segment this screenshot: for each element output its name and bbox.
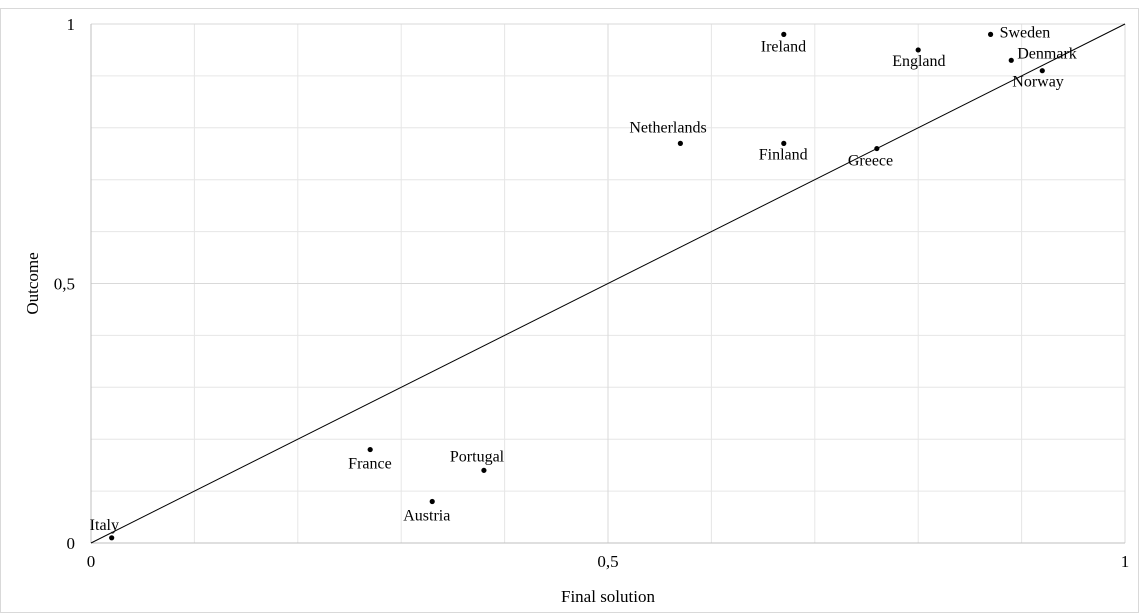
y-axis-label: Outcome: [23, 252, 42, 314]
data-point: [987, 31, 994, 37]
axes: [90, 24, 1125, 544]
data-point-label: Norway: [1012, 74, 1064, 91]
data-point: [481, 467, 487, 473]
x-axis-label: Final solution: [561, 587, 655, 606]
data-point: [109, 535, 115, 541]
x-tick-label: 0,5: [597, 552, 618, 571]
x-tick-label: 0: [87, 552, 96, 571]
data-points: Italy France Austria Portugal Netherlands Fin…: [90, 24, 1077, 541]
tick-labels: 0 0,5 1 0 0,5 1: [54, 15, 1130, 571]
data-point-label: Finland: [759, 146, 808, 163]
chart-frame: [0, 8, 1139, 613]
data-point: [915, 47, 921, 53]
data-point: [781, 31, 787, 37]
data-point: [429, 498, 435, 505]
data-point: [677, 140, 683, 146]
data-point: [874, 145, 880, 152]
data-point-label: Ireland: [761, 38, 806, 55]
data-point: [1039, 68, 1045, 74]
data-point-label: France: [348, 456, 392, 473]
grid: [91, 23, 1126, 543]
y-tick-label: 0: [67, 534, 76, 553]
data-point-label: Denmark: [1017, 45, 1077, 62]
data-point: [1008, 57, 1014, 63]
y-tick-label: 0,5: [54, 275, 75, 294]
data-point-label: Portugal: [450, 448, 505, 465]
data-point-label: Netherlands: [629, 119, 706, 136]
x-tick-label: 1: [1121, 552, 1130, 571]
data-point-label: Sweden: [1000, 24, 1051, 41]
data-point-label: Greece: [848, 153, 893, 170]
data-point-label: Austria: [403, 507, 450, 524]
data-point: [367, 446, 373, 453]
y-tick-label: 1: [67, 15, 76, 34]
data-point: [781, 140, 787, 146]
data-point-label: England: [892, 53, 945, 70]
diagonal-reference-line: [90, 23, 1126, 544]
data-point-label: Italy: [90, 517, 119, 534]
